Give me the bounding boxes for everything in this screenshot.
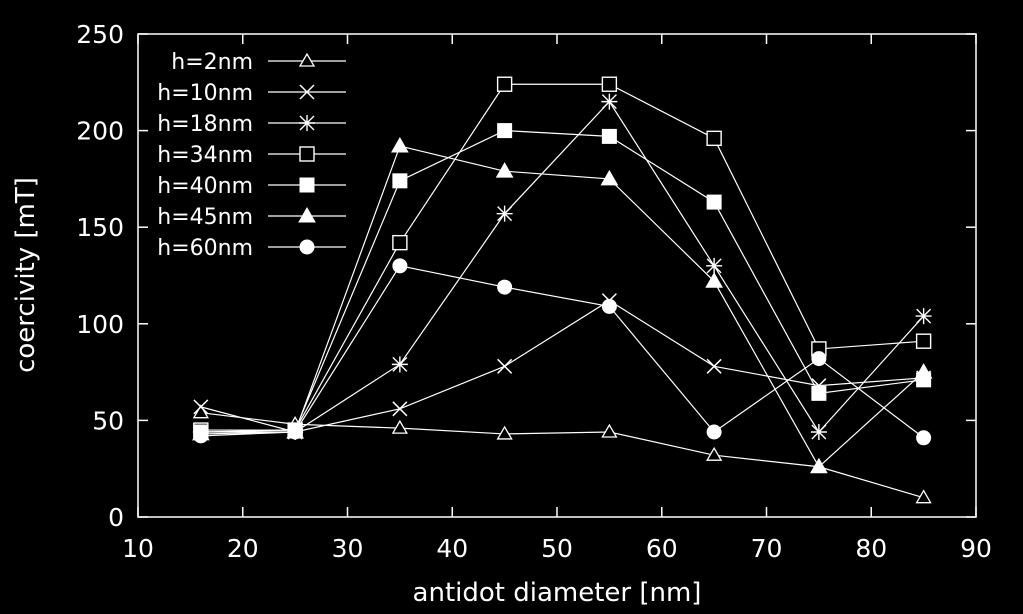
data-point <box>706 194 722 210</box>
x-axis-label: antidot diameter [nm] <box>413 578 702 608</box>
axis-ticks: 10 20 30 40 50 60 70 80 90 0 50 100 150 200 250 <box>76 20 992 563</box>
data-point <box>706 424 722 440</box>
data-point <box>392 401 408 417</box>
data-point <box>287 424 303 440</box>
y-tick-label: 200 <box>76 117 124 146</box>
data-point <box>810 423 827 440</box>
data-point <box>497 358 513 374</box>
x-tick-label: 80 <box>855 534 887 563</box>
data-point <box>496 76 513 92</box>
data-point <box>601 128 617 144</box>
legend-marker <box>298 206 316 223</box>
data-point <box>495 162 514 178</box>
x-tick-label: 60 <box>646 534 678 563</box>
x-tick-label: 10 <box>122 534 154 563</box>
x-tick-label: 90 <box>960 534 992 563</box>
y-axis-label: coercivity [mT] <box>11 177 41 373</box>
legend-label: h=40nm <box>157 174 253 199</box>
data-point <box>915 489 932 504</box>
data-point <box>392 234 408 251</box>
data-point <box>811 385 827 401</box>
data-point <box>601 93 618 110</box>
legend-label: h=60nm <box>157 236 253 261</box>
data-point <box>496 205 513 222</box>
legend-label: h=34nm <box>157 143 253 168</box>
data-point <box>706 130 722 147</box>
data-point <box>391 356 408 373</box>
legend-marker <box>299 146 315 162</box>
data-point <box>810 457 828 474</box>
data-point <box>811 351 827 367</box>
data-point <box>392 258 408 274</box>
series-line <box>200 129 924 433</box>
plot-frame <box>137 33 977 518</box>
legend-label: h=45nm <box>157 205 253 230</box>
legend-marker <box>298 52 316 67</box>
data-point <box>497 123 513 139</box>
data-point <box>916 430 932 446</box>
legend-label: h=10nm <box>157 81 253 106</box>
series-markers <box>191 76 933 504</box>
data-point <box>601 423 618 438</box>
x-tick-label: 70 <box>751 534 783 563</box>
legend-label: h=18nm <box>157 112 253 137</box>
data-point <box>600 169 619 186</box>
series-line <box>200 265 924 439</box>
series-line <box>200 299 924 433</box>
y-tick-label: 250 <box>76 20 124 49</box>
legend-marker <box>299 84 315 100</box>
legend-marker <box>299 177 315 193</box>
series-lines <box>200 83 925 499</box>
x-tick-label: 40 <box>436 534 468 563</box>
data-point <box>915 333 932 349</box>
data-point <box>914 363 933 379</box>
series-line <box>200 83 924 431</box>
data-point <box>601 298 617 314</box>
data-point <box>193 399 209 415</box>
y-tick-label: 150 <box>76 213 124 242</box>
x-tick-label: 30 <box>332 534 364 563</box>
data-point <box>601 76 618 92</box>
data-point <box>391 419 409 434</box>
legend-marker <box>299 115 315 131</box>
series-line <box>200 100 925 433</box>
data-point <box>392 173 408 189</box>
data-point <box>706 358 722 374</box>
data-point <box>705 446 723 461</box>
y-tick-label: 50 <box>92 406 124 435</box>
data-point <box>192 404 209 419</box>
y-tick-label: 0 <box>108 503 124 532</box>
y-tick-label: 100 <box>76 310 124 339</box>
data-point <box>705 272 723 288</box>
data-point <box>706 257 723 274</box>
legend-marker <box>299 239 315 255</box>
x-tick-label: 50 <box>541 534 573 563</box>
series-line <box>200 412 924 499</box>
data-point <box>391 137 409 153</box>
legend: h=2nm h=10nm h=18nm h=34nm h=40nm h=45nm h=60n… <box>157 50 346 261</box>
data-point <box>915 308 932 325</box>
series-line <box>200 145 925 468</box>
x-tick-label: 20 <box>227 534 259 563</box>
legend-label: h=2nm <box>171 50 253 75</box>
data-point <box>496 425 513 440</box>
data-point <box>497 279 513 295</box>
data-point <box>193 428 209 444</box>
